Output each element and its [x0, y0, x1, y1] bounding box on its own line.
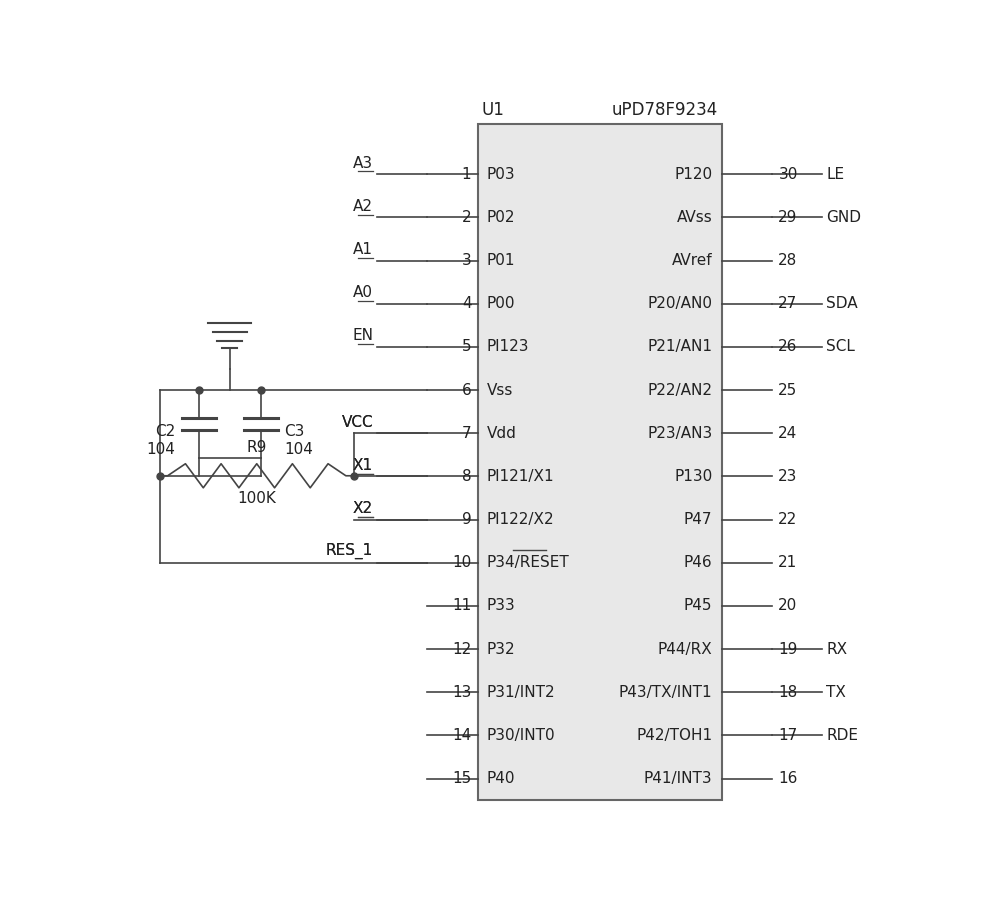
Text: P21/AN1: P21/AN1 [647, 339, 712, 355]
Text: 25: 25 [778, 382, 798, 398]
Text: EN: EN [352, 328, 373, 344]
Text: P02: P02 [487, 210, 515, 225]
Text: P20/AN0: P20/AN0 [647, 296, 712, 312]
Text: 17: 17 [778, 728, 798, 743]
Text: X2: X2 [353, 501, 373, 516]
Text: SDA: SDA [826, 296, 858, 312]
Text: 8: 8 [462, 469, 471, 484]
Text: AVref: AVref [672, 253, 712, 268]
Text: uPD78F9234: uPD78F9234 [612, 101, 718, 119]
Text: Pl123: Pl123 [487, 339, 529, 355]
Text: 30: 30 [778, 167, 798, 182]
Text: SCL: SCL [826, 339, 855, 355]
Text: P47: P47 [684, 512, 712, 528]
Text: AVss: AVss [677, 210, 712, 225]
Text: 27: 27 [778, 296, 798, 312]
Text: 100K: 100K [237, 492, 276, 506]
Text: Pl121/X1: Pl121/X1 [487, 469, 555, 484]
Text: Vss: Vss [487, 382, 513, 398]
Text: P00: P00 [487, 296, 515, 312]
Text: 3: 3 [462, 253, 471, 268]
Text: 9: 9 [462, 512, 471, 528]
Text: LE: LE [826, 167, 844, 182]
Text: P46: P46 [684, 555, 712, 571]
Text: R9: R9 [247, 440, 267, 455]
Text: 23: 23 [778, 469, 798, 484]
Text: C2: C2 [155, 424, 175, 439]
Text: 4: 4 [462, 296, 471, 312]
Text: C3: C3 [284, 424, 304, 439]
Text: 29: 29 [778, 210, 798, 225]
Text: 18: 18 [778, 685, 798, 699]
Text: A3: A3 [353, 156, 373, 171]
Text: 14: 14 [452, 728, 471, 743]
Text: 11: 11 [452, 598, 471, 614]
Text: 13: 13 [452, 685, 471, 699]
Text: 28: 28 [778, 253, 798, 268]
Text: P22/AN2: P22/AN2 [647, 382, 712, 398]
Text: P03: P03 [487, 167, 516, 182]
Text: P40: P40 [487, 771, 515, 786]
Text: X1: X1 [353, 458, 373, 473]
Text: P34/RESET: P34/RESET [487, 555, 570, 571]
Text: P23/AN3: P23/AN3 [647, 425, 712, 441]
Text: 16: 16 [778, 771, 798, 786]
Text: 104: 104 [146, 442, 175, 457]
Text: 10: 10 [452, 555, 471, 571]
Bar [478, 124, 722, 800]
Text: P43/TX/INT1: P43/TX/INT1 [619, 685, 712, 699]
Text: P44/RX: P44/RX [658, 641, 712, 657]
Text: A0: A0 [353, 285, 373, 301]
Text: P32: P32 [487, 641, 516, 657]
Text: P42/TOH1: P42/TOH1 [636, 728, 712, 743]
Text: 6: 6 [462, 382, 471, 398]
Text: P41/INT3: P41/INT3 [644, 771, 712, 786]
Text: A2: A2 [353, 199, 373, 214]
Text: P30/INT0: P30/INT0 [487, 728, 556, 743]
Text: A1: A1 [353, 242, 373, 257]
Text: RX: RX [826, 641, 847, 657]
Text: Vdd: Vdd [487, 425, 517, 441]
Text: 20: 20 [778, 598, 798, 614]
Text: P01: P01 [487, 253, 515, 268]
Text: P33: P33 [487, 598, 516, 614]
Text: 7: 7 [462, 425, 471, 441]
Text: 5: 5 [462, 339, 471, 355]
Text: 22: 22 [778, 512, 798, 528]
Text: RES_1: RES_1 [326, 543, 373, 560]
Text: P45: P45 [684, 598, 712, 614]
Text: VCC: VCC [341, 414, 373, 430]
Text: 15: 15 [452, 771, 471, 786]
Text: VCC: VCC [341, 414, 373, 430]
Text: 1: 1 [462, 167, 471, 182]
Text: 24: 24 [778, 425, 798, 441]
Text: 26: 26 [778, 339, 798, 355]
Text: X2: X2 [353, 501, 373, 516]
Text: U1: U1 [482, 101, 504, 119]
Text: P120: P120 [674, 167, 712, 182]
Text: TX: TX [826, 685, 846, 699]
Text: 2: 2 [462, 210, 471, 225]
Text: RES_1: RES_1 [326, 543, 373, 560]
Text: 12: 12 [452, 641, 471, 657]
Text: 104: 104 [284, 442, 313, 457]
Text: P130: P130 [674, 469, 712, 484]
Text: 19: 19 [778, 641, 798, 657]
Text: P31/INT2: P31/INT2 [487, 685, 556, 699]
Text: X1: X1 [353, 458, 373, 473]
Text: GND: GND [826, 210, 861, 225]
Text: 21: 21 [778, 555, 798, 571]
Text: RDE: RDE [826, 728, 858, 743]
Text: Pl122/X2: Pl122/X2 [487, 512, 555, 528]
